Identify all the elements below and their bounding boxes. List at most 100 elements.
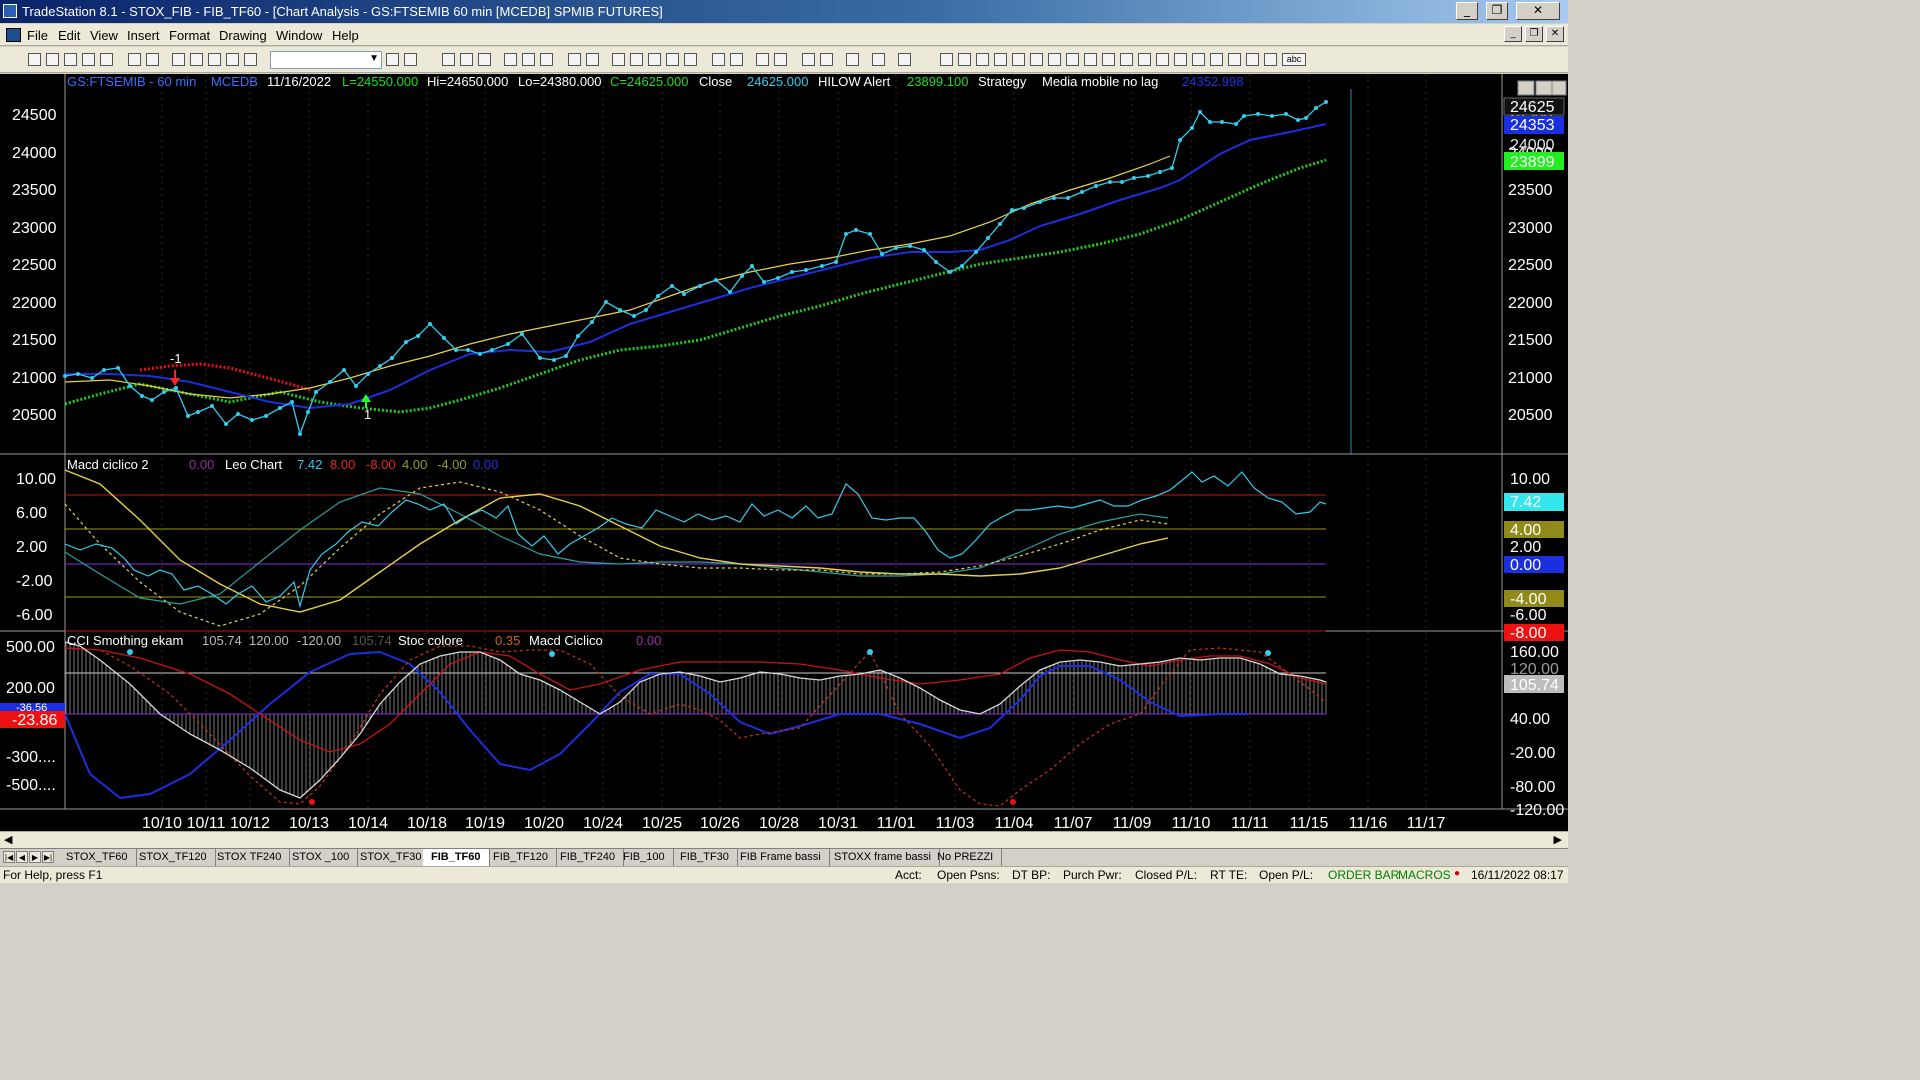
tab-prev-icon[interactable]: ◀ — [16, 851, 28, 863]
tab-stox-100[interactable]: STOX _100 — [284, 849, 359, 866]
horizontal-scrollbar[interactable]: ◀ ▶ — [0, 831, 1568, 848]
tab-stox-tf30[interactable]: STOX_TF30 — [352, 849, 431, 866]
new-icon[interactable] — [28, 53, 41, 66]
space-bars-icon[interactable] — [730, 53, 743, 66]
zoom-in-icon[interactable] — [756, 53, 769, 66]
pencil-icon[interactable] — [1174, 53, 1187, 66]
print-preview-icon[interactable] — [146, 53, 159, 66]
menu-edit[interactable]: Edit — [58, 28, 81, 43]
tab-stox-tf120[interactable]: STOX_TF120 — [131, 849, 216, 866]
tab-last-icon[interactable]: ▶| — [42, 851, 54, 863]
arrow-down-icon[interactable] — [1210, 53, 1223, 66]
mdi-minimize-button[interactable]: _ — [1504, 26, 1522, 42]
radar-icon[interactable] — [460, 53, 473, 66]
chart-window-icon[interactable] — [6, 28, 21, 42]
link-icon[interactable] — [504, 53, 517, 66]
tab-stox-tf60[interactable]: STOX_TF60 — [58, 849, 137, 866]
tab-next-icon[interactable]: ▶ — [29, 851, 41, 863]
scroll-left-icon[interactable]: ◀ — [4, 834, 13, 846]
tools-icon[interactable] — [226, 53, 239, 66]
macd-pane[interactable]: 10.00 6.00 2.00 -2.00 -6.00 10.00 2.00 -6.00 Ma… — [16, 457, 1564, 642]
tab-stox-tf240[interactable]: STOX TF240 — [209, 849, 291, 866]
menu-window[interactable]: Window — [276, 28, 323, 43]
open-icon[interactable] — [46, 53, 59, 66]
window-tile-icon[interactable] — [586, 53, 599, 66]
parallel-icon[interactable] — [1120, 53, 1133, 66]
minimize-button[interactable]: _ — [1456, 2, 1478, 20]
save-all-icon[interactable] — [82, 53, 95, 66]
tab-fib-tf240[interactable]: FIB_TF240 — [552, 849, 625, 866]
tab-first-icon[interactable]: |◀ — [3, 851, 15, 863]
maximize-button[interactable]: ❐ — [1486, 2, 1508, 20]
menu-drawing[interactable]: Drawing — [219, 28, 267, 43]
menu-file[interactable]: File — [27, 28, 48, 43]
ellipse-icon[interactable] — [1246, 53, 1259, 66]
text-abc-icon[interactable]: abc — [1282, 53, 1306, 66]
tab-no-prezzi[interactable]: No PREZZI — [929, 849, 1003, 866]
format-icon[interactable] — [172, 53, 185, 66]
arrows-icon[interactable] — [1102, 53, 1115, 66]
candle-icon[interactable] — [648, 53, 661, 66]
status-macros[interactable]: MACROS — [1398, 868, 1451, 882]
mdi-restore-button[interactable]: ❐ — [1525, 26, 1543, 42]
fib-icon[interactable] — [1012, 53, 1025, 66]
strategy-icon[interactable] — [540, 53, 553, 66]
point-figure-icon[interactable] — [666, 53, 679, 66]
tab-fib-100[interactable]: FIB_100 — [615, 849, 674, 866]
menu-insert[interactable]: Insert — [127, 28, 160, 43]
arrow-up-icon[interactable] — [1228, 53, 1241, 66]
rectangle-icon[interactable] — [1264, 53, 1277, 66]
tab-fib-tf30[interactable]: FIB_TF30 — [672, 849, 738, 866]
status-order-bar[interactable]: ORDER BAR — [1328, 868, 1400, 882]
price-pane[interactable]: 2450024500240002400023500235002300023000… — [12, 74, 1567, 454]
chevron-down-icon[interactable]: ▼ — [369, 53, 379, 64]
format-window-icon[interactable] — [190, 53, 203, 66]
trendline-icon[interactable] — [940, 53, 953, 66]
scroll-right-icon[interactable]: ▶ — [1553, 834, 1562, 846]
play-icon[interactable] — [386, 53, 399, 66]
close-button[interactable]: ✕ — [1516, 2, 1560, 20]
curve-icon[interactable] — [1192, 53, 1205, 66]
chart-icon[interactable] — [442, 53, 455, 66]
crosshair-icon[interactable] — [820, 53, 833, 66]
volume-icon[interactable] — [684, 53, 697, 66]
gann-icon[interactable] — [1048, 53, 1061, 66]
search-icon[interactable] — [404, 53, 417, 66]
workspace-icon[interactable] — [100, 53, 113, 66]
tab-stoxx-frame-bassi[interactable]: STOXX frame bassi — [826, 849, 940, 866]
andrews-icon[interactable] — [1066, 53, 1079, 66]
price-chart[interactable]: 2450024500240002400023500235002300023000… — [0, 74, 1568, 831]
zoom-bars-icon[interactable] — [712, 53, 725, 66]
channel-icon[interactable] — [994, 53, 1007, 66]
drawing-toolbar-icon[interactable] — [872, 53, 885, 66]
vline-icon[interactable] — [976, 53, 989, 66]
speed-line-icon[interactable] — [1030, 53, 1043, 66]
globe-icon[interactable] — [244, 53, 257, 66]
text-tool-icon[interactable] — [898, 53, 911, 66]
chart-analysis-window[interactable]: 2450024500240002400023500235002300023000… — [0, 74, 1568, 831]
line-chart-icon[interactable] — [630, 53, 643, 66]
print-icon[interactable] — [128, 53, 141, 66]
pointer-icon[interactable] — [802, 53, 815, 66]
lock-icon[interactable] — [208, 53, 221, 66]
menu-format[interactable]: Format — [169, 28, 211, 43]
mdi-close-button[interactable]: ✕ — [1546, 26, 1564, 42]
hline-icon[interactable] — [958, 53, 971, 66]
tab-fib-frame-bassi[interactable]: FIB Frame bassi — [732, 849, 830, 866]
cycle-icon[interactable] — [1156, 53, 1169, 66]
tab-fib-tf120[interactable]: FIB_TF120 — [485, 849, 558, 866]
zoom-out-icon[interactable] — [774, 53, 787, 66]
grid-icon[interactable] — [478, 53, 491, 66]
indicator-icon[interactable] — [522, 53, 535, 66]
regression-icon[interactable] — [1084, 53, 1097, 66]
hammer-icon[interactable] — [846, 53, 859, 66]
window-cascade-icon[interactable] — [568, 53, 581, 66]
bar-chart-icon[interactable] — [612, 53, 625, 66]
arc-icon[interactable] — [1138, 53, 1151, 66]
cci-pane[interactable]: 500.00 200.00 -300.... -500.... 160.00 40.00 -… — [0, 633, 1564, 819]
pane-control-buttons[interactable] — [1517, 80, 1567, 96]
menu-help[interactable]: Help — [332, 28, 359, 43]
menu-view[interactable]: View — [90, 28, 118, 43]
save-icon[interactable] — [64, 53, 77, 66]
symbol-combobox[interactable]: ▼ — [270, 51, 382, 69]
